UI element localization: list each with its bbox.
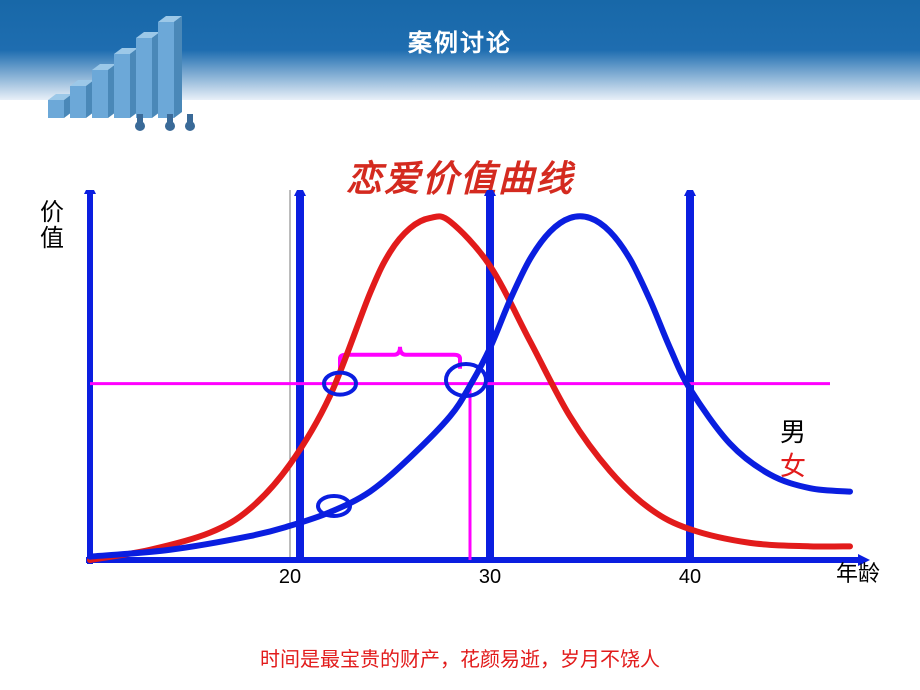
y-axis-label: 价值 (40, 200, 64, 253)
bar-chart-3d-icon (30, 8, 210, 138)
x-tick-label: 20 (279, 566, 301, 589)
x-tick-label: 40 (679, 566, 701, 589)
footer-caption: 时间是最宝贵的财产，花颜易逝，岁月不饶人 (0, 643, 920, 672)
chart-svg (40, 190, 880, 610)
legend-male: 男 (780, 412, 806, 449)
header-title: 案例讨论 (408, 23, 512, 58)
legend-female: 女 (780, 446, 806, 483)
header-banner: 案例讨论 (0, 0, 920, 100)
x-axis-label: 年龄 (836, 556, 880, 588)
chart-area: 价值 年龄 20 30 40 女男 (40, 190, 880, 610)
x-tick-label: 30 (479, 566, 501, 589)
